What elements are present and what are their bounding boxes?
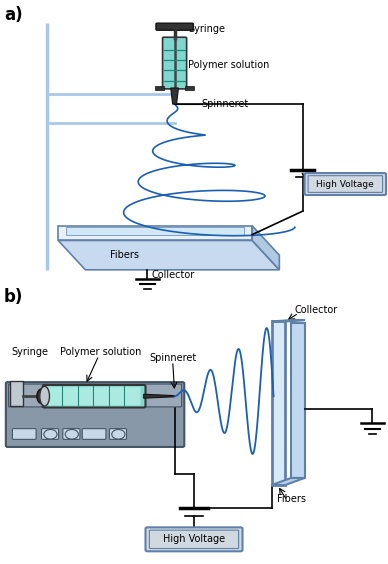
FancyBboxPatch shape xyxy=(6,382,184,447)
Circle shape xyxy=(65,430,78,439)
Circle shape xyxy=(112,430,125,439)
FancyBboxPatch shape xyxy=(63,429,80,439)
Bar xyxy=(272,321,285,485)
Bar xyxy=(185,86,194,90)
Text: Collector: Collector xyxy=(295,305,338,315)
FancyBboxPatch shape xyxy=(46,387,140,405)
FancyBboxPatch shape xyxy=(163,37,187,89)
Polygon shape xyxy=(171,88,178,104)
Polygon shape xyxy=(252,226,279,270)
Ellipse shape xyxy=(40,386,50,406)
Polygon shape xyxy=(272,478,305,485)
FancyBboxPatch shape xyxy=(12,429,36,439)
Text: High Voltage: High Voltage xyxy=(163,534,225,544)
Text: Spinneret: Spinneret xyxy=(149,353,197,363)
Ellipse shape xyxy=(37,389,48,404)
Polygon shape xyxy=(66,227,244,235)
FancyBboxPatch shape xyxy=(82,429,106,439)
Text: Polymer solution: Polymer solution xyxy=(188,60,270,69)
Text: b): b) xyxy=(4,288,23,306)
Bar xyxy=(155,86,164,90)
Bar xyxy=(10,381,23,406)
FancyBboxPatch shape xyxy=(156,23,193,30)
Text: Polymer solution: Polymer solution xyxy=(60,347,142,358)
FancyBboxPatch shape xyxy=(42,429,59,439)
Text: Collector: Collector xyxy=(151,270,194,280)
Circle shape xyxy=(44,430,57,439)
FancyBboxPatch shape xyxy=(305,173,386,195)
Text: Fibers: Fibers xyxy=(277,494,307,504)
Polygon shape xyxy=(58,240,279,270)
Text: High Voltage: High Voltage xyxy=(317,179,374,188)
FancyBboxPatch shape xyxy=(109,429,126,439)
Polygon shape xyxy=(144,394,175,398)
Text: Fibers: Fibers xyxy=(110,250,139,260)
Polygon shape xyxy=(58,226,252,240)
FancyBboxPatch shape xyxy=(146,527,242,552)
FancyBboxPatch shape xyxy=(43,385,146,407)
Polygon shape xyxy=(272,320,305,321)
Text: Syringe: Syringe xyxy=(188,24,225,34)
Bar xyxy=(291,323,305,478)
Text: Spinneret: Spinneret xyxy=(202,99,249,109)
Text: Syringe: Syringe xyxy=(12,347,48,358)
FancyBboxPatch shape xyxy=(9,384,182,407)
Text: a): a) xyxy=(4,6,23,24)
